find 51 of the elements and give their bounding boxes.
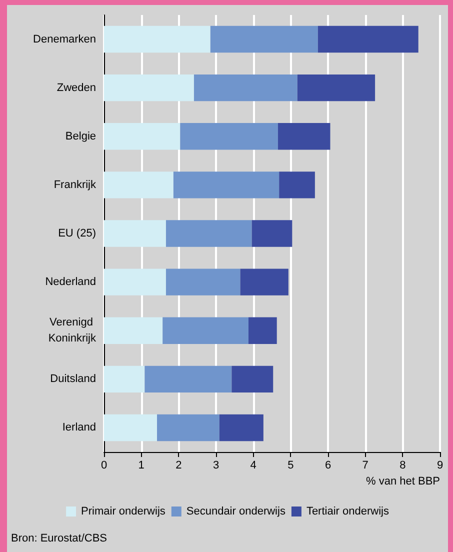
bar xyxy=(162,317,248,344)
bar xyxy=(180,123,278,150)
legend-label: Tertiair onderwijs xyxy=(306,506,390,518)
y-tick-label: Nederland xyxy=(45,276,96,288)
bar xyxy=(232,366,274,393)
x-tick-label: 8 xyxy=(400,460,406,472)
x-tick-label: 3 xyxy=(212,460,220,472)
bar xyxy=(157,414,220,442)
x-tick-label: 9 xyxy=(436,460,444,472)
y-tick-label: Ierland xyxy=(62,422,96,434)
y-tick-label: Belgie xyxy=(65,130,96,142)
x-tick-label: 7 xyxy=(362,460,368,472)
x-axis-title: % van het BBP xyxy=(366,476,440,488)
y-tick-label: EU (25) xyxy=(58,228,96,240)
bar xyxy=(318,26,418,53)
legend-label: Secundair onderwijs xyxy=(186,506,286,518)
bar xyxy=(166,220,252,247)
bar xyxy=(104,172,174,198)
x-tick-label: 5 xyxy=(288,460,294,472)
x-tick-label: 0 xyxy=(100,460,108,472)
bar xyxy=(219,414,264,442)
bar xyxy=(166,268,240,296)
bar xyxy=(194,74,298,102)
bar xyxy=(297,74,376,102)
text: Bron: Eurostat/CBS xyxy=(11,532,107,544)
y-tick-label: Duitsland xyxy=(50,373,96,386)
bar xyxy=(104,220,166,247)
y-tick-label: Denemarken xyxy=(33,33,96,46)
bar xyxy=(210,26,318,53)
x-tick-label: 6 xyxy=(324,460,332,472)
legend-label: Primair onderwijs xyxy=(81,506,166,518)
bar xyxy=(104,366,145,393)
y-tick-label: Verenigd Koninkrijk xyxy=(48,316,96,345)
bar xyxy=(104,268,166,296)
x-tick-label: 4 xyxy=(250,460,256,472)
bar xyxy=(104,317,163,344)
bar xyxy=(104,123,180,150)
x-tick-label: 2 xyxy=(176,460,182,472)
bar xyxy=(278,123,330,150)
bar xyxy=(279,172,315,198)
bar xyxy=(248,317,277,344)
bar xyxy=(104,26,210,53)
bar xyxy=(104,74,194,102)
bar xyxy=(144,366,232,393)
y-tick-label: Zweden xyxy=(56,82,96,94)
bar xyxy=(173,172,280,198)
bar xyxy=(252,220,292,247)
bar xyxy=(104,414,158,442)
bar xyxy=(240,268,288,296)
x-tick-label: 1 xyxy=(138,460,144,472)
y-tick-label: Frankrijk xyxy=(54,178,96,191)
